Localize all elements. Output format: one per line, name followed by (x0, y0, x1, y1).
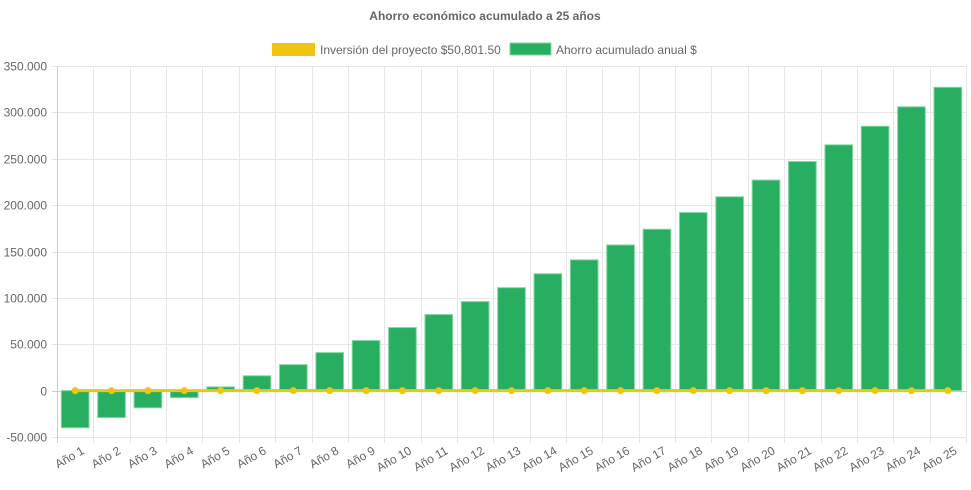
y-tick-label: -50.000 (6, 431, 47, 445)
x-tick-label: Año 1 (53, 443, 87, 471)
x-tick-label: Año 5 (198, 443, 232, 471)
legend-swatch-investment[interactable] (272, 43, 315, 56)
investment-point (508, 387, 515, 395)
y-tick-label: 0 (40, 385, 47, 399)
investment-point (944, 387, 952, 395)
y-tick-label: 200.000 (4, 199, 48, 213)
x-tick-label: Año 12 (447, 443, 487, 474)
bar (824, 144, 854, 392)
bar (388, 327, 417, 392)
y-tick-label: 150.000 (4, 246, 48, 260)
bar (788, 161, 817, 392)
investment-point (180, 387, 188, 395)
y-tick-label: 100.000 (4, 292, 48, 306)
investment-point (471, 387, 479, 395)
x-tick-label: Año 11 (411, 443, 450, 474)
x-tick-label: Año 25 (919, 443, 959, 474)
bar (751, 179, 781, 392)
investment-point (289, 387, 297, 395)
y-tick-label: 350.000 (4, 60, 48, 74)
x-tick-label: Año 22 (810, 443, 850, 474)
investment-point (871, 387, 879, 395)
investment-point (689, 387, 697, 395)
x-tick-label: Año 19 (701, 443, 741, 474)
x-tick-label: Año 16 (592, 443, 632, 474)
x-tick-label: Año 3 (125, 443, 159, 471)
legend-label-investment[interactable]: Inversión del proyecto $50,801.50 (320, 43, 501, 57)
bar (279, 364, 308, 392)
investment-point (398, 387, 406, 395)
x-tick-label: Año 8 (307, 443, 341, 471)
investment-point (108, 387, 116, 395)
bar (60, 390, 90, 429)
bar (678, 212, 708, 392)
x-tick-label: Año 15 (556, 443, 596, 474)
investment-point (726, 387, 734, 395)
investment-point (362, 387, 370, 395)
bar (315, 352, 345, 392)
bar (606, 244, 635, 392)
legend-swatch-savings[interactable] (509, 42, 552, 56)
bar (897, 106, 926, 392)
x-tick-label: Año 21 (774, 443, 814, 474)
investment-point (435, 387, 443, 395)
bar (424, 314, 454, 392)
y-tick-label: 250.000 (4, 153, 48, 167)
x-tick-label: Año 24 (883, 443, 923, 474)
bar (533, 273, 563, 392)
x-tick-label: Año 10 (374, 443, 414, 474)
x-tick-label: Año 2 (89, 443, 123, 471)
bar (497, 287, 526, 392)
x-tick-label: Año 6 (234, 443, 268, 471)
investment-point (580, 387, 588, 395)
bar (460, 301, 490, 392)
bar (933, 86, 963, 392)
legend: Inversión del proyecto $50,801.50 Ahorro… (272, 42, 697, 57)
investment-point (144, 387, 152, 395)
bar (642, 228, 672, 392)
x-tick-label: Año 23 (847, 443, 887, 474)
investment-point (835, 387, 843, 395)
y-tick-label: 300.000 (4, 106, 48, 120)
bar (97, 390, 126, 419)
x-tick-label: Año 4 (162, 443, 196, 471)
legend-label-savings[interactable]: Ahorro acumulado anual $ (556, 43, 697, 57)
investment-point (217, 387, 225, 395)
investment-point (798, 387, 806, 395)
investment-point (544, 387, 552, 395)
investment-point (253, 387, 261, 395)
x-tick-label: Año 7 (271, 443, 305, 471)
x-tick-label: Año 20 (738, 443, 778, 474)
x-tick-label: Año 13 (483, 443, 523, 474)
investment-point (653, 387, 661, 395)
x-tick-label: Año 17 (628, 443, 668, 474)
investment-point (326, 387, 334, 395)
x-tick-label: Año 14 (519, 443, 559, 474)
bar (860, 125, 890, 392)
bar (715, 196, 744, 392)
x-tick-label: Año 9 (343, 443, 377, 471)
bar (351, 340, 381, 392)
bar (569, 259, 599, 392)
x-tick-label: Año 18 (665, 443, 705, 474)
y-tick-label: 50.000 (10, 338, 47, 352)
investment-point (907, 387, 915, 395)
investment-point (762, 387, 770, 395)
investment-point (71, 387, 79, 395)
chart-title: Ahorro económico acumulado a 25 años (369, 9, 601, 23)
investment-point (617, 387, 625, 395)
